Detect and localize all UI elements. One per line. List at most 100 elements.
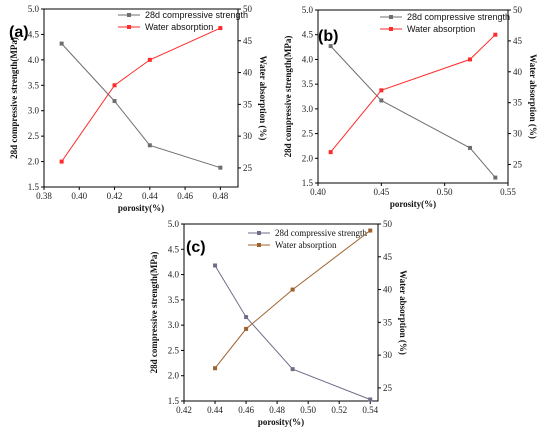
panel-label: (b) <box>318 28 338 45</box>
legend-marker <box>389 15 393 19</box>
y-right-tick-label: 30 <box>383 350 393 360</box>
data-point <box>290 367 295 372</box>
y-right-tick-label: 30 <box>243 131 253 141</box>
x-axis-label: porosity(%) <box>258 417 304 427</box>
legend-label: Water absorption <box>407 24 475 34</box>
x-tick-label: 0.55 <box>500 187 516 197</box>
x-tick-label: 0.46 <box>177 191 193 201</box>
y-right-tick-label: 25 <box>513 159 523 169</box>
y-right-tick-label: 50 <box>513 5 523 15</box>
data-point <box>379 98 384 103</box>
x-tick-label: 0.48 <box>269 405 285 415</box>
y-right-axis-label: Water absorption (%) <box>528 54 538 139</box>
data-point <box>112 99 117 104</box>
y-left-tick-label: 2.5 <box>302 129 314 139</box>
y-right-tick-label: 35 <box>383 317 393 327</box>
x-tick-label: 0.50 <box>437 187 453 197</box>
y-right-tick-label: 45 <box>513 36 523 46</box>
data-point <box>379 88 384 93</box>
y-right-tick-label: 25 <box>383 383 393 393</box>
x-tick-label: 0.44 <box>207 405 223 415</box>
y-left-tick-label: 2.0 <box>168 371 180 381</box>
y-left-tick-label: 1.5 <box>302 178 314 188</box>
y-left-tick-label: 2.0 <box>302 153 314 163</box>
data-point <box>328 150 333 155</box>
y-right-tick-label: 50 <box>243 4 253 14</box>
y-right-tick-label: 40 <box>383 285 393 295</box>
y-right-tick-label: 40 <box>513 67 523 77</box>
y-left-axis-label: 28d compressive strength(MPa) <box>9 37 19 159</box>
series-line-0 <box>61 43 221 169</box>
y-left-axis-label: 28d compressive strength(MPa) <box>283 36 293 158</box>
x-tick-label: 0.48 <box>212 191 228 201</box>
data-point <box>493 175 498 180</box>
plot-frame <box>317 9 509 184</box>
data-point <box>218 26 223 31</box>
x-tick-label: 0.42 <box>176 405 192 415</box>
y-right-tick-label: 45 <box>383 252 393 262</box>
series-line-0 <box>330 45 496 178</box>
y-left-tick-label: 1.5 <box>168 396 180 406</box>
x-axis-label: porosity(%) <box>118 203 164 213</box>
data-point <box>112 83 117 88</box>
x-tick-label: 0.50 <box>300 405 316 415</box>
data-point <box>244 315 249 320</box>
y-right-tick-label: 25 <box>243 163 253 173</box>
data-point <box>468 145 472 150</box>
data-point <box>468 57 472 62</box>
y-left-tick-label: 3.5 <box>168 295 180 305</box>
data-point <box>368 397 373 402</box>
legend-label: 28d compressive strength <box>145 10 248 20</box>
series-line-1 <box>61 27 221 162</box>
legend-marker <box>257 231 261 235</box>
panel-label: (a) <box>9 24 29 41</box>
plot-frame <box>43 8 239 188</box>
y-left-tick-label: 3.0 <box>302 104 314 114</box>
series-line-1 <box>330 34 496 153</box>
y-left-tick-label: 5.0 <box>302 5 314 15</box>
legend-marker <box>389 27 393 31</box>
panel-label: (c) <box>186 239 206 256</box>
data-point <box>59 41 64 46</box>
plot-frame <box>183 223 379 402</box>
data-point <box>493 32 498 37</box>
y-right-tick-label: 40 <box>243 68 253 78</box>
y-left-tick-label: 4.5 <box>28 29 40 39</box>
data-point <box>213 366 218 371</box>
y-left-tick-label: 3.5 <box>28 80 40 90</box>
x-tick-label: 0.46 <box>238 405 254 415</box>
y-left-tick-label: 4.5 <box>168 244 180 254</box>
chart-c: 0.42 0.44 0.46 0.48 0.50 0.52 0.54 1.5 2.0 2.5 3.0… <box>149 219 408 427</box>
y-right-tick-label: 30 <box>513 129 523 139</box>
data-point <box>59 159 64 164</box>
legend-marker <box>127 25 131 29</box>
data-point <box>328 44 333 49</box>
series-line-0 <box>214 265 371 400</box>
series-line-1 <box>214 230 371 369</box>
y-left-tick-label: 3.5 <box>302 79 314 89</box>
y-left-tick-label: 3.0 <box>28 106 40 116</box>
y-right-tick-label: 50 <box>383 219 393 229</box>
legend-marker <box>257 243 261 247</box>
y-left-tick-label: 5.0 <box>28 4 40 14</box>
legend-marker <box>127 13 131 17</box>
data-point <box>213 263 218 268</box>
y-left-tick-label: 4.0 <box>28 55 40 65</box>
y-left-tick-label: 4.0 <box>302 54 314 64</box>
x-tick-label: 0.52 <box>331 405 347 415</box>
x-tick-label: 0.44 <box>142 191 158 201</box>
y-left-tick-label: 2.5 <box>168 345 180 355</box>
data-point <box>147 57 152 62</box>
data-point <box>244 326 249 331</box>
x-tick-label: 0.42 <box>107 191 123 201</box>
data-point <box>290 287 295 292</box>
y-left-tick-label: 4.0 <box>168 270 180 280</box>
data-point <box>147 143 152 148</box>
chart-a: 0.38 0.40 0.42 0.44 0.46 0.48 1.5 2.0 2.5 3.0 3.5 4… <box>9 4 268 213</box>
legend-label: 28d compressive strength <box>407 12 510 22</box>
y-left-tick-label: 5.0 <box>168 219 180 229</box>
x-tick-label: 0.40 <box>310 187 326 197</box>
y-left-tick-label: 2.0 <box>28 157 40 167</box>
chart-b: 0.40 0.45 0.50 0.55 1.5 2.0 2.5 3.0 3.5 4.0 4.5 5.0… <box>283 5 538 209</box>
y-left-tick-label: 4.5 <box>302 30 314 40</box>
